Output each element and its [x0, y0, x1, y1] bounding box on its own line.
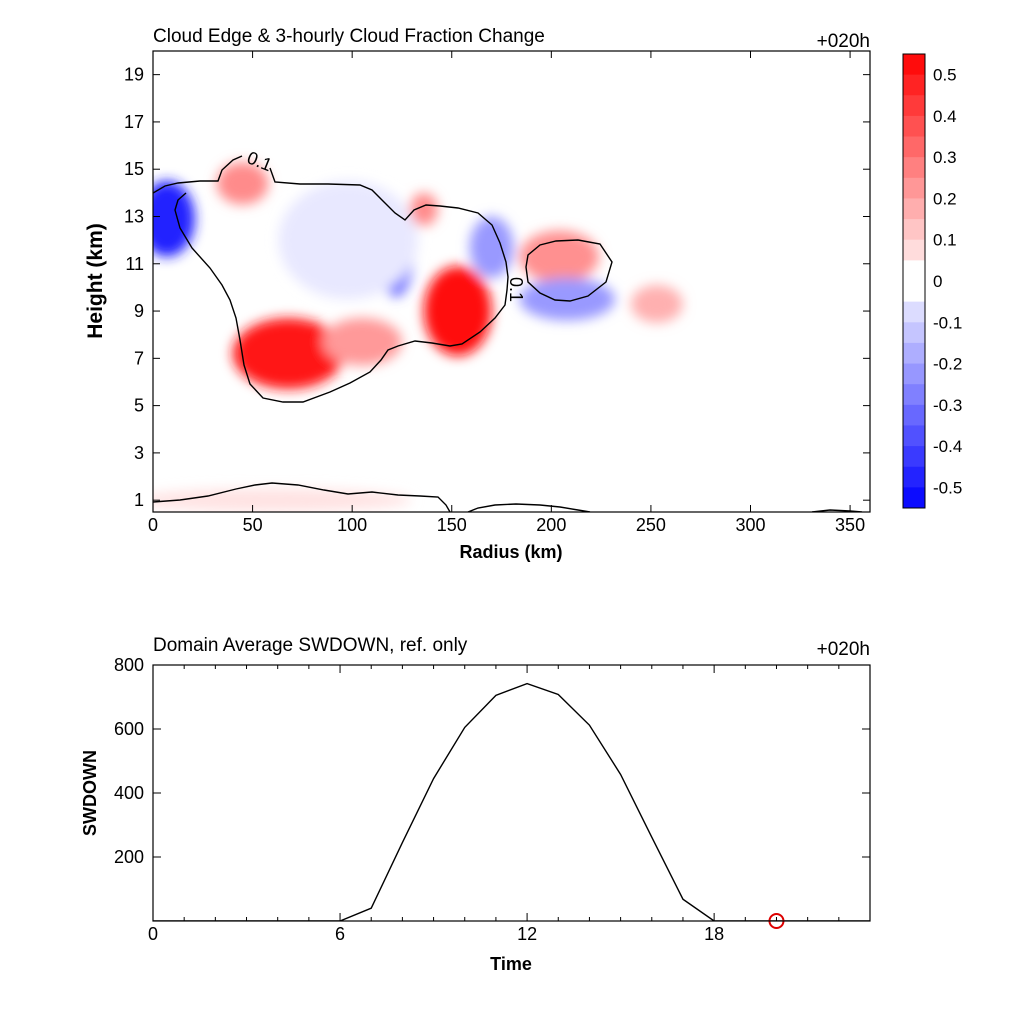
heatmap-title: Cloud Edge & 3-hourly Cloud Fraction Cha… [153, 26, 545, 47]
cloud-edge-contours [153, 155, 863, 512]
heatmap-blob-3 [322, 318, 402, 366]
heatmap-ytick-label-0: 1 [134, 490, 144, 510]
line-axes: 0 6 12 18 200 400 600 800 [114, 655, 871, 944]
colorbar-label-9: -0.4 [933, 437, 962, 456]
colorbar-swatch-12 [903, 301, 925, 323]
line-frame [152, 664, 871, 922]
heatmap-xtick-label-6: 300 [735, 515, 765, 535]
colorbar-swatch-17 [903, 404, 925, 426]
colorbar-swatch-15 [903, 363, 925, 385]
colorbar-label-3: 0.2 [933, 189, 957, 208]
heatmap-xtick-label-1: 50 [243, 515, 263, 535]
colorbar-swatch-21 [903, 487, 925, 509]
colorbar-label-2: 0.3 [933, 148, 957, 167]
heatmap-blob-0 [153, 181, 195, 257]
heatmap-ytick-label-3: 7 [134, 348, 144, 368]
heatmap-ytick-label-6: 13 [124, 206, 144, 226]
swdown-series-line [153, 682, 870, 921]
colorbar-swatch-18 [903, 425, 925, 447]
line-ylabel: SWDOWN [80, 750, 100, 836]
heatmap-xlabel: Radius (km) [459, 542, 562, 562]
colorbar: 0.5 0.4 0.3 0.2 0.1 0 -0.1 -0.2 -0.3 -0.4 -0.5 [902, 53, 962, 509]
colorbar-swatch-4 [903, 136, 925, 158]
heatmap-time-label: +020h [817, 31, 870, 52]
heatmap-blob-2 [232, 318, 345, 390]
line-title: Domain Average SWDOWN, ref. only [153, 635, 468, 656]
heatmap-blob-5 [409, 192, 438, 226]
line-xtick-label-3: 18 [704, 924, 724, 944]
heatmap-xtick-label-2: 100 [337, 515, 367, 535]
line-time-label: +020h [817, 639, 870, 660]
line-panel: Domain Average SWDOWN, ref. only +020h 0… [80, 635, 871, 974]
colorbar-swatch-1 [903, 74, 925, 96]
heatmap-ylabel: Height (km) [84, 223, 107, 339]
contour-low-cloud [153, 482, 451, 512]
line-ytick-label-3: 800 [114, 655, 144, 675]
colorbar-label-0: 0.5 [933, 66, 957, 85]
colorbar-swatch-5 [903, 157, 925, 179]
colorbar-swatch-10 [903, 260, 925, 282]
line-xlabel: Time [490, 954, 532, 974]
line-ytick-label-0: 200 [114, 847, 144, 867]
line-xtick-label-0: 0 [148, 924, 158, 944]
heatmap-blob-6 [423, 266, 492, 356]
line-ytick-label-2: 600 [114, 719, 144, 739]
contour-ring [525, 239, 613, 302]
contour-label-1: 0.1 [506, 277, 526, 302]
heatmap-frame [152, 50, 871, 513]
line-xtick-label-2: 12 [517, 924, 537, 944]
colorbar-label-4: 0.1 [933, 231, 957, 250]
colorbar-swatch-9 [903, 239, 925, 261]
line-ytick-label-1: 400 [114, 783, 144, 803]
colorbar-swatch-3 [903, 115, 925, 138]
colorbar-swatch-2 [903, 95, 925, 117]
heatmap-ytick-label-5: 11 [125, 254, 144, 274]
heatmap-ytick-label-8: 17 [124, 112, 144, 132]
heatmap-ytick-label-9: 19 [124, 65, 144, 85]
heatmap-xtick-label-7: 350 [835, 515, 865, 535]
colorbar-label-6: -0.1 [933, 313, 962, 332]
colorbar-swatch-20 [903, 466, 925, 488]
heatmap-xtick-label-3: 150 [437, 515, 467, 535]
colorbar-label-1: 0.4 [933, 107, 957, 126]
colorbar-swatch-19 [903, 446, 925, 468]
line-xtick-label-1: 6 [335, 924, 345, 944]
colorbar-label-8: -0.3 [933, 396, 962, 415]
colorbar-swatch-6 [903, 177, 925, 199]
heatmap-xtick-label-0: 0 [148, 515, 158, 535]
heatmap-blob-10 [631, 285, 683, 323]
heatmap-blob-8 [519, 230, 600, 283]
heatmap-xtick-label-5: 250 [636, 515, 666, 535]
colorbar-swatch-13 [903, 322, 925, 344]
heatmap-ytick-label-7: 15 [124, 159, 144, 179]
colorbar-swatch-14 [903, 342, 925, 365]
contour-main-cloud [153, 155, 509, 403]
heatmap-blob-9 [519, 277, 616, 321]
colorbar-label-10: -0.5 [933, 478, 962, 497]
heatmap-ytick-label-2: 5 [134, 396, 144, 416]
heatmap-blob-11 [278, 181, 418, 300]
heatmap-ytick-label-1: 3 [134, 443, 144, 463]
colorbar-swatch-11 [903, 281, 925, 303]
heatmap-ytick-label-4: 9 [134, 301, 144, 321]
colorbar-swatch-8 [903, 219, 925, 241]
heatmap-blob-7 [469, 216, 514, 278]
colorbar-label-5: 0 [933, 272, 942, 291]
heatmap-field [153, 162, 683, 512]
contour-low-cloud-2 [467, 503, 591, 512]
colorbar-label-7: -0.2 [933, 355, 962, 374]
heatmap-blob-1 [216, 162, 269, 205]
heatmap-xtick-label-4: 200 [536, 515, 566, 535]
colorbar-swatch-16 [903, 384, 925, 406]
heatmap-panel: Cloud Edge & 3-hourly Cloud Fraction Cha… [84, 26, 962, 562]
colorbar-swatch-0 [903, 54, 925, 76]
colorbar-swatch-7 [903, 198, 925, 220]
colorbar-frame [902, 53, 926, 509]
